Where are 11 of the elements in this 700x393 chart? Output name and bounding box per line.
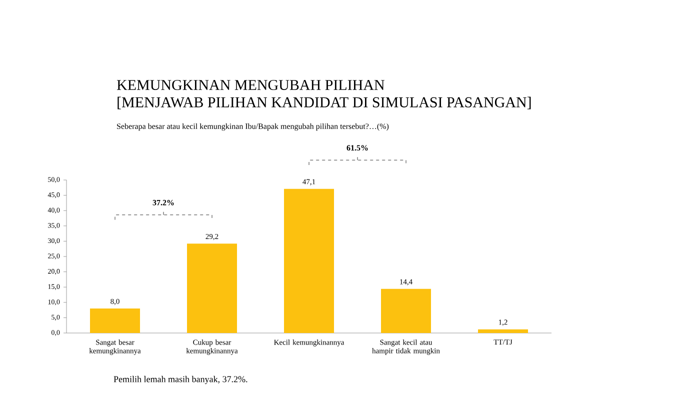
bar [381, 288, 432, 333]
text: Pemilih lemah masih banyak, 37.2%. [114, 376, 248, 384]
bar [478, 329, 528, 333]
bar [284, 188, 334, 333]
bar [90, 308, 140, 333]
text: Seberapa besar atau kecil kemungkinan Ibu/Bapak mengubah pilihan tersebut?…(%) [117, 123, 389, 131]
chart-subtitle: [MENJAWAB PILIHAN KANDIDAT DI SIMULASI PASANGAN] [118, 96, 531, 110]
text: 61.5% [346, 145, 368, 151]
annotation: 37.2% [152, 200, 174, 206]
chart-title: KEMUNGKINAN MENGUBAH PILIHAN [116, 80, 384, 90]
bar [187, 244, 238, 333]
